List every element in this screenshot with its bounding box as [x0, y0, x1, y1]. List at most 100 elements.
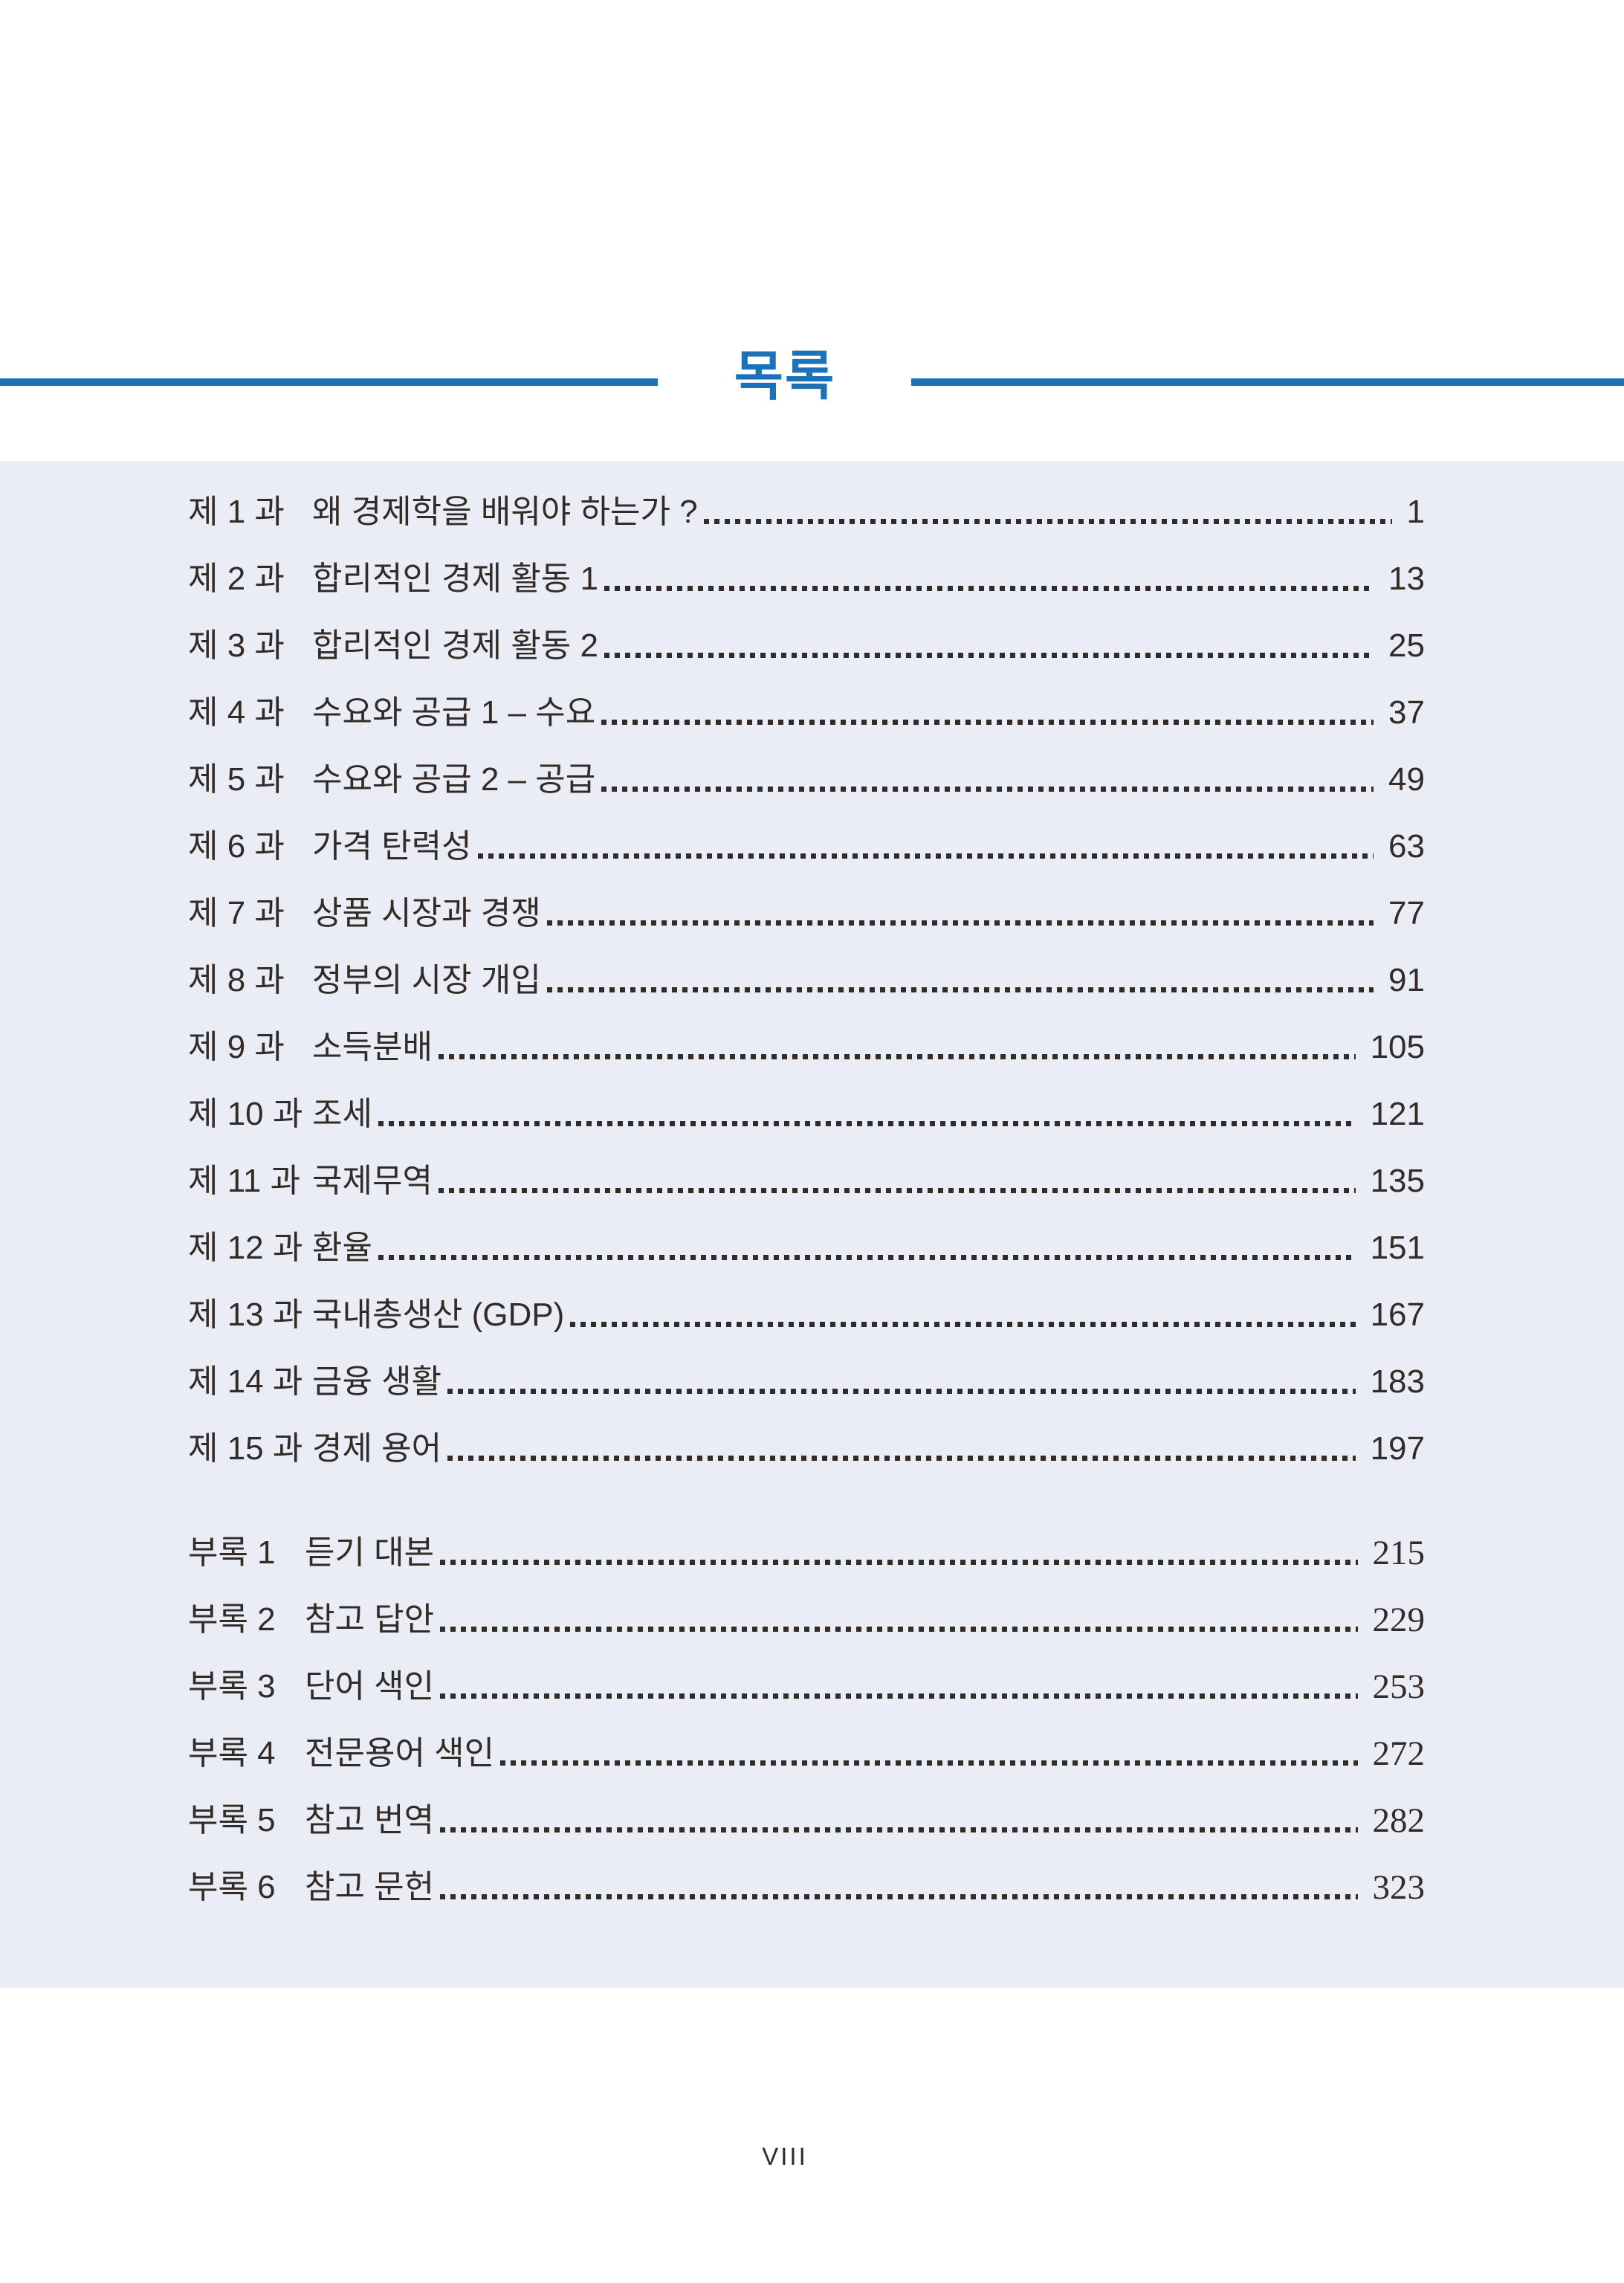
- appendix-title: 듣기 대본: [305, 1534, 435, 1571]
- page-number: 1: [1406, 494, 1425, 530]
- appendix-title: 참고 문헌: [305, 1869, 435, 1905]
- appendix-label: 부록 6: [188, 1869, 276, 1905]
- dot-leader: [601, 719, 1374, 725]
- toc-appendix-row: 부록 5 참고 번역 282: [188, 1787, 1425, 1854]
- chapter-title: 수요와 공급 1 – 수요: [312, 694, 596, 731]
- page-number: 183: [1370, 1363, 1425, 1400]
- appendix-title: 참고 번역: [305, 1802, 435, 1838]
- dot-leader: [378, 1254, 1356, 1260]
- page-number: 197: [1370, 1430, 1425, 1467]
- toc-chapter-row: 제 15 과 경제 용어 197: [188, 1415, 1425, 1482]
- header-rule-left: [0, 378, 658, 386]
- chapter-title: 정부의 시장 개입: [312, 962, 541, 998]
- appendix-label: 부록 4: [188, 1735, 276, 1772]
- dot-leader: [546, 920, 1374, 926]
- chapter-label: 제 13 과: [188, 1297, 303, 1333]
- toc-chapter-row: 제 5 과 수요와 공급 2 – 공급 49: [188, 746, 1425, 813]
- dot-leader: [570, 1321, 1356, 1327]
- toc-chapter-row: 제 2 과 합리적인 경제 활동 1 13: [188, 546, 1425, 613]
- dot-leader: [440, 1827, 1358, 1832]
- dot-leader: [438, 1053, 1356, 1059]
- chapter-label: 제 12 과: [188, 1230, 303, 1266]
- dot-leader: [378, 1120, 1356, 1126]
- chapter-title: 금융 생활: [312, 1363, 442, 1400]
- toc-chapter-row: 제 4 과 수요와 공급 1 – 수요 37: [188, 679, 1425, 746]
- chapter-title: 국제무역: [312, 1163, 433, 1199]
- toc-chapter-row: 제 14 과 금융 생활 183: [188, 1349, 1425, 1415]
- header-rule-right: [911, 378, 1624, 386]
- toc-chapter-row: 제 12 과 환율 151: [188, 1215, 1425, 1282]
- appendix-label: 부록 1: [188, 1534, 276, 1571]
- chapter-label: 제 8 과: [188, 962, 285, 998]
- toc-panel: 제 1 과 왜 경제학을 배워야 하는가 ? 1 제 2 과 합리적인 경제 활…: [0, 461, 1624, 1988]
- chapter-title: 조세: [312, 1096, 372, 1132]
- page-number: 272: [1372, 1734, 1426, 1773]
- chapter-label: 제 11 과: [188, 1163, 301, 1199]
- appendix-label: 부록 5: [188, 1802, 276, 1838]
- toc-chapter-row: 제 1 과 왜 경제학을 배워야 하는가 ? 1: [188, 479, 1425, 546]
- dot-leader: [604, 652, 1374, 658]
- toc-appendix-row: 부록 6 참고 문헌 323: [188, 1854, 1425, 1921]
- chapter-label: 제 3 과: [188, 627, 285, 664]
- toc-chapter-row: 제 8 과 정부의 시장 개입 91: [188, 947, 1425, 1014]
- dot-leader: [500, 1760, 1358, 1766]
- toc-chapter-row: 제 11 과 국제무역 135: [188, 1148, 1425, 1215]
- dot-leader: [546, 986, 1374, 992]
- page-number: 121: [1370, 1096, 1425, 1132]
- chapter-title: 수요와 공급 2 – 공급: [312, 761, 596, 798]
- dot-leader: [440, 1559, 1358, 1565]
- page-title: 목록: [734, 347, 836, 407]
- dot-leader: [604, 585, 1374, 591]
- dot-leader: [477, 853, 1374, 859]
- chapter-label: 제 6 과: [188, 828, 285, 865]
- toc-chapter-row: 제 6 과 가격 탄력성 63: [188, 813, 1425, 880]
- toc-chapter-row: 제 7 과 상품 시장과 경쟁 77: [188, 880, 1425, 947]
- page-number: 253: [1372, 1667, 1426, 1706]
- dot-leader: [440, 1893, 1358, 1899]
- chapter-title: 왜 경제학을 배워야 하는가 ?: [312, 494, 698, 530]
- dot-leader: [440, 1626, 1358, 1632]
- page-number: 25: [1388, 627, 1425, 664]
- page-number: 105: [1370, 1029, 1425, 1065]
- appendix-title: 참고 답안: [305, 1601, 435, 1638]
- folio-page-number: VIII: [762, 2142, 808, 2170]
- page-number: 323: [1372, 1867, 1426, 1907]
- appendix-title: 전문용어 색인: [305, 1735, 495, 1772]
- page-number: 13: [1388, 561, 1425, 597]
- toc-chapter-row: 제 13 과 국내총생산 (GDP) 167: [188, 1282, 1425, 1349]
- chapter-list: 제 1 과 왜 경제학을 배워야 하는가 ? 1 제 2 과 합리적인 경제 활…: [188, 479, 1425, 1482]
- chapter-title: 국내총생산 (GDP): [312, 1297, 565, 1333]
- toc-appendix-row: 부록 3 단어 색인 253: [188, 1653, 1425, 1720]
- toc-appendix-row: 부록 4 전문용어 색인 272: [188, 1720, 1425, 1787]
- page-number: 37: [1388, 694, 1425, 731]
- page-number: 229: [1372, 1600, 1426, 1639]
- chapter-label: 제 7 과: [188, 895, 285, 931]
- chapter-title: 상품 시장과 경쟁: [312, 895, 541, 931]
- page-number: 63: [1388, 828, 1425, 865]
- appendix-title: 단어 색인: [305, 1668, 435, 1705]
- page-number: 282: [1372, 1801, 1426, 1840]
- dot-leader: [447, 1388, 1356, 1394]
- section-gap: [188, 1482, 1425, 1520]
- appendix-list: 부록 1 듣기 대본 215 부록 2 참고 답안 229 부록 3 단어 색인: [188, 1520, 1425, 1921]
- page-number: 49: [1388, 761, 1425, 798]
- toc-chapter-row: 제 10 과 조세 121: [188, 1081, 1425, 1148]
- chapter-label: 제 14 과: [188, 1363, 303, 1400]
- toc-chapter-row: 제 9 과 소득분배 105: [188, 1014, 1425, 1081]
- page-number: 77: [1388, 895, 1425, 931]
- dot-leader: [601, 786, 1374, 792]
- chapter-title: 합리적인 경제 활동 1: [312, 561, 598, 597]
- toc-appendix-row: 부록 1 듣기 대본 215: [188, 1520, 1425, 1586]
- chapter-title: 합리적인 경제 활동 2: [312, 627, 598, 664]
- page-number: 135: [1370, 1163, 1425, 1199]
- chapter-label: 제 1 과: [188, 494, 285, 530]
- page-number: 167: [1370, 1297, 1425, 1333]
- chapter-label: 제 4 과: [188, 694, 285, 731]
- chapter-label: 제 5 과: [188, 761, 285, 798]
- chapter-title: 경제 용어: [312, 1430, 442, 1467]
- chapter-title: 소득분배: [312, 1029, 433, 1065]
- chapter-label: 제 9 과: [188, 1029, 285, 1065]
- chapter-label: 제 10 과: [188, 1096, 303, 1132]
- chapter-title: 가격 탄력성: [312, 828, 472, 865]
